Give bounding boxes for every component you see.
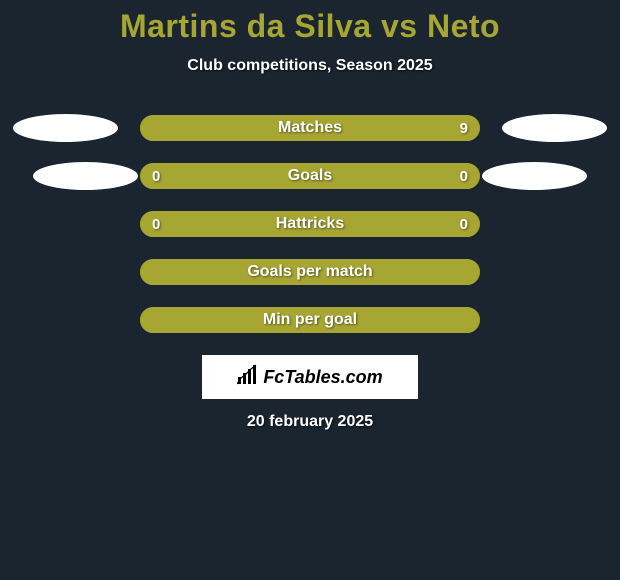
stat-label: Min per goal — [142, 311, 478, 329]
page-title: Martins da Silva vs Neto — [0, 8, 620, 45]
player-left-marker — [33, 162, 138, 190]
stat-value-right: 9 — [460, 120, 468, 137]
stat-row: 0Hattricks0 — [0, 211, 620, 237]
stat-label: Goals — [142, 167, 478, 185]
stat-label: Goals per match — [142, 263, 478, 281]
logo-box: FcTables.com — [202, 355, 418, 399]
logo-text: FcTables.com — [263, 367, 382, 388]
date-label: 20 february 2025 — [0, 413, 620, 431]
stat-rows: Matches90Goals00Hattricks0Goals per matc… — [0, 115, 620, 333]
stat-bar: 0Goals0 — [140, 163, 480, 189]
stat-row: Matches9 — [0, 115, 620, 141]
stat-row: 0Goals0 — [0, 163, 620, 189]
stat-row: Goals per match — [0, 259, 620, 285]
stat-value-right: 0 — [460, 168, 468, 185]
subtitle: Club competitions, Season 2025 — [0, 57, 620, 75]
player-right-marker — [502, 114, 607, 142]
stat-label: Matches — [142, 119, 478, 137]
stat-value-right: 0 — [460, 216, 468, 233]
comparison-infographic: Martins da Silva vs Neto Club competitio… — [0, 0, 620, 431]
stat-row: Min per goal — [0, 307, 620, 333]
stat-bar: Matches9 — [140, 115, 480, 141]
logo: FcTables.com — [237, 364, 382, 391]
stat-bar: Min per goal — [140, 307, 480, 333]
player-left-marker — [13, 114, 118, 142]
chart-bars-icon — [237, 364, 259, 391]
stat-bar: 0Hattricks0 — [140, 211, 480, 237]
player-right-marker — [482, 162, 587, 190]
stat-label: Hattricks — [142, 215, 478, 233]
stat-bar: Goals per match — [140, 259, 480, 285]
